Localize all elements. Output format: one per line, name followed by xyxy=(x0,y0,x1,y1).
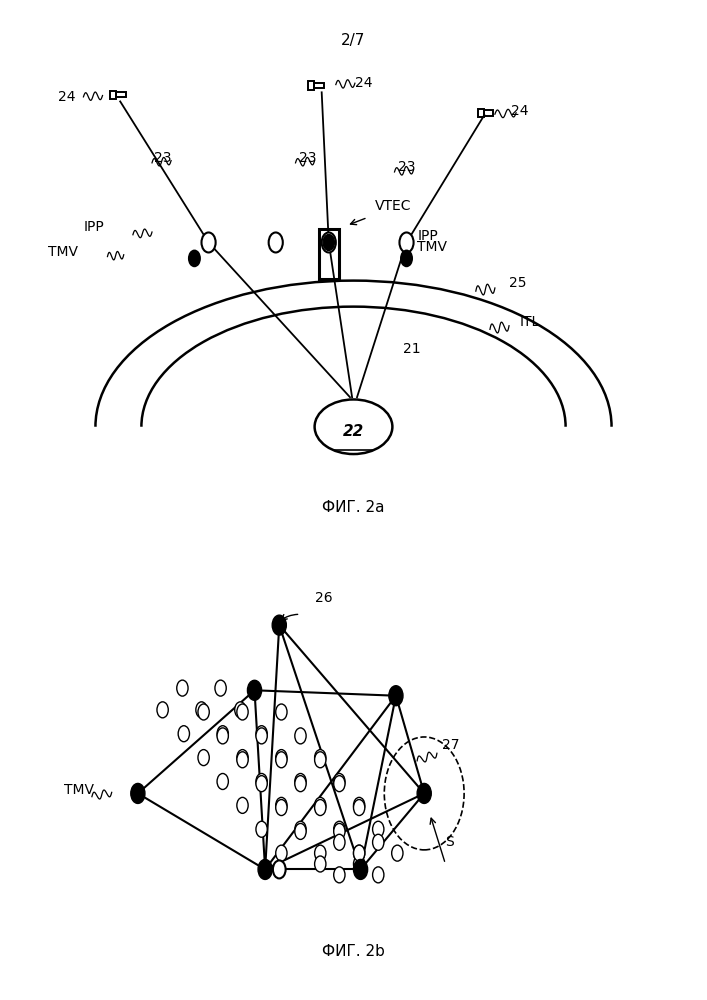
Circle shape xyxy=(334,776,345,792)
Circle shape xyxy=(273,860,286,878)
Bar xyxy=(319,229,339,279)
Bar xyxy=(314,83,324,88)
Circle shape xyxy=(315,752,326,768)
Circle shape xyxy=(322,232,336,252)
Circle shape xyxy=(315,750,326,766)
Circle shape xyxy=(354,845,365,861)
Circle shape xyxy=(354,856,365,872)
Circle shape xyxy=(247,680,262,700)
Circle shape xyxy=(256,726,267,742)
Circle shape xyxy=(334,823,345,839)
Text: TMV: TMV xyxy=(64,783,93,797)
Circle shape xyxy=(196,702,207,718)
Circle shape xyxy=(389,686,403,706)
Text: ФИГ. 2a: ФИГ. 2a xyxy=(322,499,385,514)
Circle shape xyxy=(295,823,306,839)
Circle shape xyxy=(315,856,326,872)
Text: VTEC: VTEC xyxy=(375,199,411,213)
Circle shape xyxy=(354,845,365,861)
Bar xyxy=(308,81,314,90)
Circle shape xyxy=(354,800,365,816)
Bar xyxy=(110,91,116,99)
Circle shape xyxy=(276,845,287,861)
Circle shape xyxy=(217,728,228,744)
Circle shape xyxy=(373,821,384,837)
Text: 2/7: 2/7 xyxy=(341,33,366,48)
Circle shape xyxy=(295,728,306,744)
Circle shape xyxy=(276,704,287,720)
Circle shape xyxy=(315,797,326,813)
Circle shape xyxy=(417,783,431,803)
Circle shape xyxy=(256,821,267,837)
Circle shape xyxy=(334,821,345,837)
Bar xyxy=(478,109,484,117)
Circle shape xyxy=(189,250,200,266)
Circle shape xyxy=(237,750,248,766)
Circle shape xyxy=(295,821,306,837)
Circle shape xyxy=(399,232,414,252)
Text: 25: 25 xyxy=(509,276,527,290)
Text: 21: 21 xyxy=(403,342,421,356)
Circle shape xyxy=(201,232,216,252)
Circle shape xyxy=(315,800,326,816)
Text: ФИГ. 2b: ФИГ. 2b xyxy=(322,944,385,960)
Circle shape xyxy=(256,728,267,744)
Text: S: S xyxy=(445,835,454,849)
Circle shape xyxy=(198,750,209,766)
Circle shape xyxy=(276,752,287,768)
Circle shape xyxy=(235,702,246,718)
Circle shape xyxy=(269,232,283,252)
Text: IPP: IPP xyxy=(417,229,438,243)
Text: 26: 26 xyxy=(315,591,332,605)
Text: 23: 23 xyxy=(398,160,415,174)
Circle shape xyxy=(334,834,345,850)
Circle shape xyxy=(354,859,368,879)
Circle shape xyxy=(178,726,189,742)
Circle shape xyxy=(256,773,267,789)
Circle shape xyxy=(354,797,365,813)
Circle shape xyxy=(276,800,287,816)
Circle shape xyxy=(392,845,403,861)
Circle shape xyxy=(272,615,286,635)
Text: 22: 22 xyxy=(343,424,364,439)
Circle shape xyxy=(258,859,272,879)
Circle shape xyxy=(177,680,188,696)
Text: TMV: TMV xyxy=(417,240,447,254)
Text: 23: 23 xyxy=(299,151,316,165)
Circle shape xyxy=(198,704,209,720)
Circle shape xyxy=(373,867,384,883)
Circle shape xyxy=(237,752,248,768)
Circle shape xyxy=(215,680,226,696)
Text: 24: 24 xyxy=(511,104,528,118)
Circle shape xyxy=(217,773,228,789)
Bar xyxy=(484,110,493,116)
Circle shape xyxy=(157,702,168,718)
Circle shape xyxy=(237,704,248,720)
Circle shape xyxy=(295,776,306,792)
Text: ITL: ITL xyxy=(520,315,540,329)
Circle shape xyxy=(131,783,145,803)
Circle shape xyxy=(276,797,287,813)
Circle shape xyxy=(276,750,287,766)
Circle shape xyxy=(401,250,412,266)
Circle shape xyxy=(373,834,384,850)
Circle shape xyxy=(295,773,306,789)
Circle shape xyxy=(237,797,248,813)
Text: 24: 24 xyxy=(356,76,373,90)
Bar xyxy=(116,92,126,97)
Text: IPP: IPP xyxy=(84,220,105,234)
Circle shape xyxy=(334,867,345,883)
Text: 24: 24 xyxy=(59,90,76,104)
Circle shape xyxy=(323,234,334,250)
Text: TMV: TMV xyxy=(48,245,78,259)
Circle shape xyxy=(334,773,345,789)
Circle shape xyxy=(217,726,228,742)
Text: 27: 27 xyxy=(442,738,460,752)
Text: 23: 23 xyxy=(154,151,171,165)
Circle shape xyxy=(256,776,267,792)
Circle shape xyxy=(315,845,326,861)
